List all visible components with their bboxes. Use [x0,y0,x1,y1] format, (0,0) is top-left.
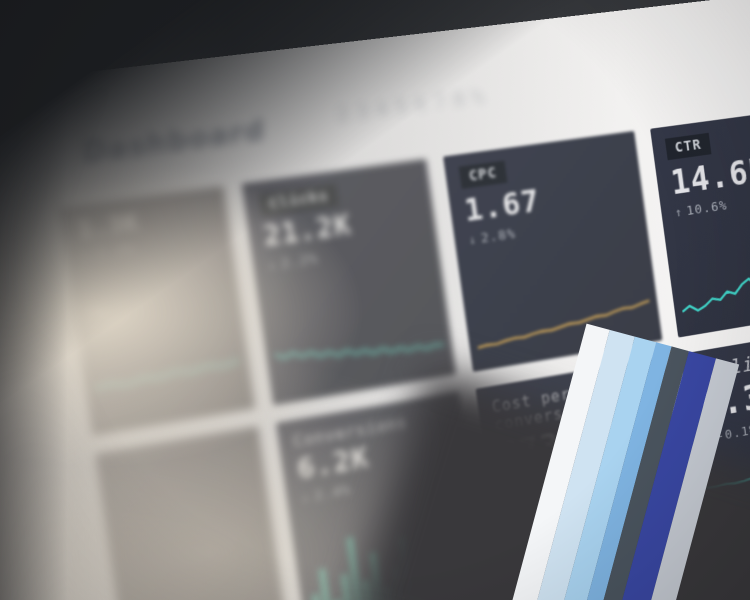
metric-delta-value: 1.2% [94,241,136,263]
trend-down-icon: ↓ [300,489,312,506]
kpi-tile-blurred-2[interactable] [95,426,290,600]
trend-up-icon: ↑ [674,205,684,220]
trend-down-icon: ↓ [467,232,478,248]
metric-label-chip: CTR [665,132,712,161]
metric-delta-value: 2.2% [279,250,320,272]
metric-delta-value: 2.4% [313,482,353,505]
kpi-tile-clicks[interactable]: Clicks 21.2K ↓ 2.2% [241,158,456,406]
metric-delta-value: 10.6% [685,198,729,220]
metric-delta-value: 2.8% [479,226,517,247]
metric-value [112,441,244,464]
trend-up-icon: ↑ [80,247,93,264]
dashboard-title: Dashboard [82,115,266,171]
kpi-tile-blurred-1[interactable]: 1.3K ↑ 1.2% [58,186,256,436]
metric-label-chip: CPC [458,160,508,190]
header-smudge-text: 2345678% [334,82,493,127]
sparkline-chart [677,237,750,325]
kpi-tile-ctr[interactable]: CTR 14.65% ↑ 10.6% [650,101,750,338]
sparkline-chart [91,344,242,407]
trend-down-icon: ↓ [267,256,278,273]
sparkline-chart [271,304,446,392]
